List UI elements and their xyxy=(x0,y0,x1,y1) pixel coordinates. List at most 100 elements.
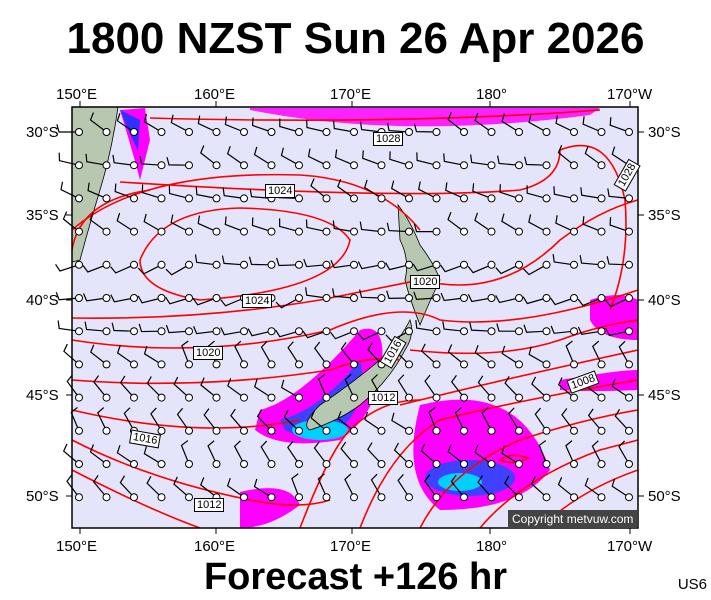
wind-barb xyxy=(340,441,355,465)
station-circle xyxy=(460,294,468,302)
station-circle xyxy=(625,260,633,269)
isobar-label: 1024 xyxy=(242,294,273,308)
station-circle xyxy=(185,128,193,136)
station-circle xyxy=(130,327,138,336)
wind-barb xyxy=(146,376,162,399)
wind-barb xyxy=(166,156,190,166)
station-circle xyxy=(102,360,111,369)
station-circle xyxy=(570,161,578,170)
wind-barb xyxy=(504,376,520,399)
wind-barb xyxy=(197,215,217,233)
station-circle xyxy=(102,493,111,502)
station-circle xyxy=(487,227,496,236)
wind-barb xyxy=(249,188,272,199)
wind-barb xyxy=(534,407,547,432)
station-circle xyxy=(75,194,83,203)
wind-barb xyxy=(618,340,630,365)
station-circle xyxy=(350,493,358,502)
wind-barb xyxy=(443,153,465,166)
station-circle xyxy=(130,227,138,236)
station-circle xyxy=(432,327,441,336)
wind-barb xyxy=(424,374,437,398)
station-circle xyxy=(487,493,496,502)
station-circle xyxy=(515,194,523,203)
wind-barb xyxy=(247,328,272,337)
station-circle xyxy=(460,161,468,170)
wind-barb xyxy=(165,324,190,334)
wind-barb xyxy=(307,148,327,166)
wind-barb xyxy=(359,121,382,133)
station-circle xyxy=(212,227,221,236)
station-circle xyxy=(542,194,551,203)
station-circle xyxy=(432,194,441,203)
wind-barb xyxy=(385,262,410,271)
wind-barb xyxy=(310,410,327,432)
wind-barb xyxy=(393,442,410,465)
isobar-label: 1020 xyxy=(193,346,224,360)
wind-barb xyxy=(111,322,135,332)
wind-barb xyxy=(221,255,245,266)
station-circle xyxy=(487,128,496,136)
lon-label-top: 170°E xyxy=(330,86,372,103)
station-circle xyxy=(75,360,83,369)
wind-barb xyxy=(70,406,80,432)
wind-barb xyxy=(367,342,382,365)
wind-barb xyxy=(495,264,520,275)
station-circle xyxy=(322,327,331,336)
station-circle xyxy=(185,460,193,468)
wind-barb xyxy=(279,218,300,233)
station-circle xyxy=(212,161,221,170)
wind-barb xyxy=(66,374,80,398)
wind-barb xyxy=(522,264,547,276)
station-circle xyxy=(570,426,578,435)
wind-barb xyxy=(137,295,162,304)
lon-label-bottom: 170°E xyxy=(330,538,372,555)
station-circle xyxy=(102,327,111,336)
isobar-label: 1024 xyxy=(265,184,296,198)
wind-barb xyxy=(275,329,300,338)
wind-barb xyxy=(344,373,355,398)
wind-barb xyxy=(176,407,190,432)
wind-barb xyxy=(82,264,107,273)
wind-barb xyxy=(528,214,547,233)
wind-barb xyxy=(501,113,520,133)
wind-barb xyxy=(138,323,162,333)
station-circle xyxy=(185,227,193,236)
station-circle xyxy=(130,460,138,468)
wind-barb xyxy=(552,254,575,266)
station-circle xyxy=(75,161,83,170)
wind-barb xyxy=(279,118,300,133)
wind-barb xyxy=(467,293,492,303)
wind-barb xyxy=(283,409,300,432)
station-circle xyxy=(267,161,276,170)
station-circle xyxy=(597,393,606,402)
station-circle xyxy=(157,426,166,435)
station-circle xyxy=(240,194,248,203)
wind-barb xyxy=(428,406,438,432)
station-circle xyxy=(185,161,193,170)
wind-barb xyxy=(561,408,575,432)
lon-label-top: 180° xyxy=(476,86,508,103)
station-circle xyxy=(597,128,606,136)
station-circle xyxy=(432,393,441,402)
isobar-label: 1012 xyxy=(194,498,225,512)
station-circle xyxy=(295,393,303,402)
wind-barb xyxy=(207,440,218,465)
station-circle xyxy=(487,260,496,269)
wind-barb xyxy=(397,374,410,398)
wind-barb xyxy=(220,297,245,307)
wind-barb xyxy=(413,123,437,133)
station-circle xyxy=(295,161,303,170)
wind-barb xyxy=(260,340,273,365)
station-circle xyxy=(295,493,303,502)
wind-barb xyxy=(611,378,630,399)
lon-label-top: 170°W xyxy=(607,86,653,103)
station-circle xyxy=(350,327,358,336)
station-circle xyxy=(322,260,331,269)
station-circle xyxy=(542,260,551,269)
wind-barb xyxy=(557,377,575,399)
wind-barb xyxy=(251,217,272,233)
wind-barb xyxy=(139,155,162,166)
wind-barb xyxy=(577,297,602,307)
